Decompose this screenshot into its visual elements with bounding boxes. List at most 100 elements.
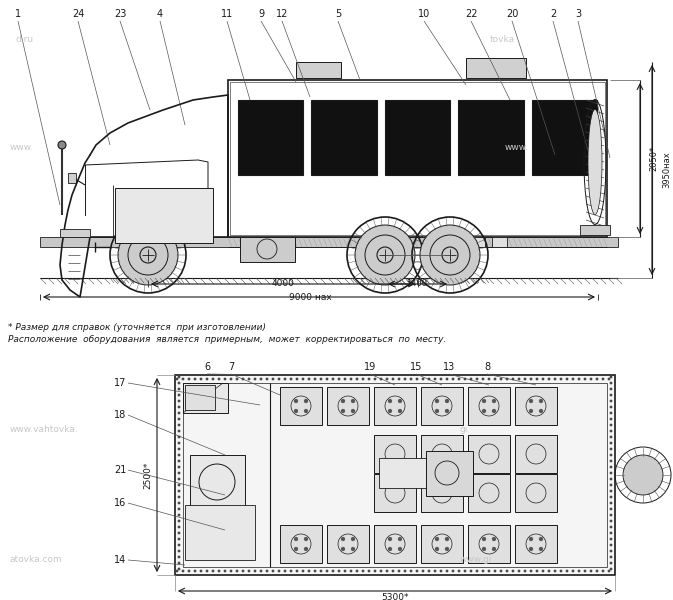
Circle shape xyxy=(302,570,304,572)
Text: 9000 нах: 9000 нах xyxy=(289,292,331,301)
Text: 3: 3 xyxy=(575,9,581,19)
Circle shape xyxy=(398,547,402,551)
Circle shape xyxy=(518,378,520,380)
Circle shape xyxy=(610,382,612,384)
Bar xyxy=(374,435,416,473)
Circle shape xyxy=(290,378,292,380)
Circle shape xyxy=(178,376,180,378)
Circle shape xyxy=(260,378,262,380)
Circle shape xyxy=(178,484,180,486)
Circle shape xyxy=(398,399,402,403)
Circle shape xyxy=(482,378,484,380)
Circle shape xyxy=(178,436,180,438)
Circle shape xyxy=(398,570,400,572)
Text: 3950нах: 3950нах xyxy=(662,152,672,188)
Circle shape xyxy=(536,570,538,572)
Circle shape xyxy=(388,409,392,413)
Circle shape xyxy=(610,400,612,402)
Circle shape xyxy=(610,460,612,462)
Circle shape xyxy=(610,472,612,474)
Bar xyxy=(280,525,322,563)
Text: 13: 13 xyxy=(443,362,455,372)
Circle shape xyxy=(200,570,202,572)
Circle shape xyxy=(178,478,180,480)
Circle shape xyxy=(420,225,480,285)
Text: * Размер для справок (уточняется  при изготовлении): * Размер для справок (уточняется при изг… xyxy=(8,323,266,331)
Circle shape xyxy=(488,570,490,572)
Ellipse shape xyxy=(588,109,602,214)
Circle shape xyxy=(410,378,412,380)
Bar xyxy=(312,100,377,175)
Circle shape xyxy=(548,378,551,380)
Circle shape xyxy=(178,466,180,468)
Circle shape xyxy=(178,502,180,504)
Text: 1: 1 xyxy=(15,9,21,19)
Circle shape xyxy=(470,570,472,572)
Circle shape xyxy=(248,570,250,572)
Circle shape xyxy=(610,568,612,570)
Circle shape xyxy=(308,378,310,380)
Bar xyxy=(468,525,510,563)
Circle shape xyxy=(492,547,496,551)
Circle shape xyxy=(182,570,184,572)
Circle shape xyxy=(610,388,612,390)
Text: gi: gi xyxy=(460,425,468,434)
Circle shape xyxy=(236,378,238,380)
Bar xyxy=(515,474,557,512)
Circle shape xyxy=(494,570,496,572)
Circle shape xyxy=(610,412,612,414)
Circle shape xyxy=(350,570,352,572)
Circle shape xyxy=(386,570,388,572)
Circle shape xyxy=(539,547,543,551)
Bar xyxy=(183,383,228,413)
Circle shape xyxy=(178,394,180,396)
Circle shape xyxy=(560,570,562,572)
Circle shape xyxy=(529,409,533,413)
Circle shape xyxy=(178,526,180,528)
Circle shape xyxy=(368,570,370,572)
Circle shape xyxy=(434,570,436,572)
Circle shape xyxy=(470,378,472,380)
Circle shape xyxy=(590,378,592,380)
Circle shape xyxy=(518,570,520,572)
Circle shape xyxy=(610,526,612,528)
Circle shape xyxy=(488,378,490,380)
Circle shape xyxy=(290,570,292,572)
Bar xyxy=(374,525,416,563)
Bar xyxy=(580,225,610,235)
Circle shape xyxy=(341,537,345,541)
Bar xyxy=(466,58,526,78)
Circle shape xyxy=(578,570,580,572)
Circle shape xyxy=(476,570,479,572)
Text: 1400: 1400 xyxy=(406,280,427,289)
Circle shape xyxy=(355,225,415,285)
Text: 20: 20 xyxy=(506,9,518,19)
Circle shape xyxy=(610,514,612,516)
Circle shape xyxy=(439,378,442,380)
Bar xyxy=(228,80,607,237)
Bar xyxy=(426,451,473,496)
Bar xyxy=(385,100,450,175)
Circle shape xyxy=(530,570,532,572)
Circle shape xyxy=(439,570,442,572)
Circle shape xyxy=(296,570,298,572)
Circle shape xyxy=(308,570,310,572)
Text: 5300*: 5300* xyxy=(381,593,409,600)
Circle shape xyxy=(242,570,244,572)
Text: tovka: tovka xyxy=(490,35,515,44)
Bar xyxy=(532,100,597,175)
Circle shape xyxy=(178,490,180,492)
Circle shape xyxy=(178,514,180,516)
Circle shape xyxy=(332,378,334,380)
Circle shape xyxy=(610,520,612,522)
Circle shape xyxy=(548,570,551,572)
Text: 23: 23 xyxy=(114,9,127,19)
Circle shape xyxy=(332,570,334,572)
Text: 19: 19 xyxy=(364,362,376,372)
Bar xyxy=(115,188,213,243)
Circle shape xyxy=(176,378,178,380)
Circle shape xyxy=(314,570,316,572)
Circle shape xyxy=(410,570,412,572)
Circle shape xyxy=(445,537,449,541)
Circle shape xyxy=(351,547,355,551)
